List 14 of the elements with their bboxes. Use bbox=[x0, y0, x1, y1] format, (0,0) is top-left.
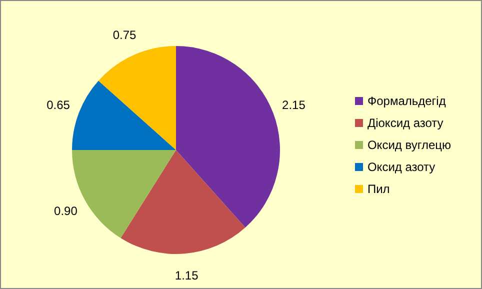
data-label: 0.65 bbox=[46, 98, 70, 112]
pie-slice bbox=[176, 46, 280, 228]
data-label: 0.90 bbox=[54, 204, 78, 218]
legend-label: Діоксид азоту bbox=[367, 116, 444, 130]
pie-slice bbox=[120, 150, 246, 254]
pie-slice bbox=[72, 80, 176, 150]
legend-label: Оксид азоту bbox=[367, 160, 436, 174]
legend-label: Пил bbox=[367, 182, 390, 196]
pie-slice bbox=[98, 46, 176, 150]
data-label: 2.15 bbox=[282, 98, 306, 112]
data-label: 0.75 bbox=[112, 28, 137, 42]
legend-label: Формальдегід bbox=[367, 94, 446, 108]
legend-label: Оксид вуглецю bbox=[367, 138, 451, 152]
data-label: 1.15 bbox=[174, 268, 199, 283]
